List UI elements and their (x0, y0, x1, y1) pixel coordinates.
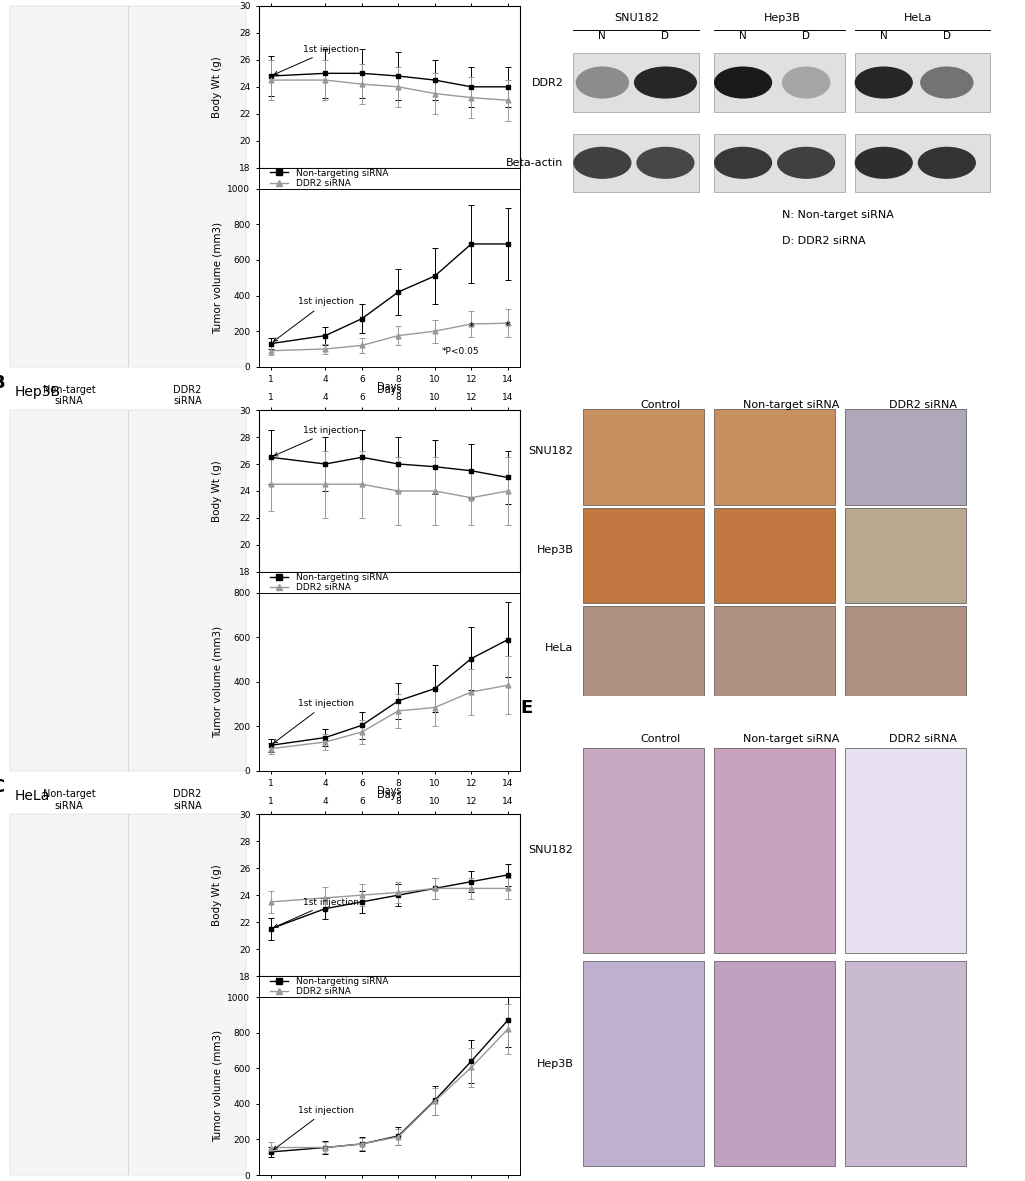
Legend: Non-targeting siRNA, DDR2 siRNA: Non-targeting siRNA, DDR2 siRNA (269, 976, 390, 998)
Text: DDR2
siRNA: DDR2 siRNA (173, 789, 202, 810)
Ellipse shape (714, 66, 772, 98)
Text: E: E (520, 699, 532, 717)
Bar (845, 606, 967, 702)
Text: Hep3B: Hep3B (536, 1059, 573, 1069)
X-axis label: Days: Days (377, 787, 402, 796)
Text: DDR2
siRNA: DDR2 siRNA (173, 385, 202, 406)
Text: D: DDR2 siRNA: D: DDR2 siRNA (782, 236, 865, 246)
Ellipse shape (633, 66, 697, 98)
Bar (714, 606, 835, 702)
Text: Hep3B: Hep3B (15, 385, 62, 399)
Text: D: D (803, 32, 810, 41)
Text: 1st injection: 1st injection (274, 699, 354, 743)
Text: Hep3B: Hep3B (764, 13, 801, 24)
Text: D: D (661, 32, 669, 41)
X-axis label: Days: Days (377, 385, 402, 396)
Text: N: Non-target siRNA: N: Non-target siRNA (782, 210, 894, 220)
Bar (583, 508, 704, 603)
Ellipse shape (917, 146, 976, 178)
Ellipse shape (855, 146, 913, 178)
Text: Hep3B: Hep3B (536, 544, 573, 555)
Bar (583, 748, 704, 953)
Bar (714, 508, 835, 603)
Text: Non-target
siRNA: Non-target siRNA (43, 385, 95, 406)
Text: 1st injection: 1st injection (274, 298, 354, 341)
Ellipse shape (920, 66, 974, 98)
Y-axis label: Tumor volume (mm3): Tumor volume (mm3) (212, 626, 222, 738)
X-axis label: Days: Days (377, 381, 402, 392)
Ellipse shape (573, 146, 631, 178)
Text: *P<0.05: *P<0.05 (442, 347, 479, 357)
Text: HeLa: HeLa (15, 789, 50, 803)
Text: D: D (943, 32, 951, 41)
Y-axis label: Body Wt (g): Body Wt (g) (212, 56, 222, 118)
Bar (714, 748, 835, 953)
Ellipse shape (637, 146, 695, 178)
Bar (845, 961, 967, 1166)
Ellipse shape (576, 66, 629, 98)
Text: SNU182: SNU182 (529, 446, 573, 456)
Bar (714, 133, 845, 193)
Legend: Non-targeting siRNA, DDR2 siRNA: Non-targeting siRNA, DDR2 siRNA (269, 167, 390, 190)
Y-axis label: Body Wt (g): Body Wt (g) (212, 461, 222, 522)
Text: DDR2 siRNA: DDR2 siRNA (889, 400, 956, 410)
Text: 1st injection: 1st injection (274, 898, 360, 927)
Y-axis label: Tumor volume (mm3): Tumor volume (mm3) (212, 1030, 222, 1142)
Text: HeLa: HeLa (545, 644, 573, 653)
Ellipse shape (855, 66, 913, 98)
Text: Beta-actin: Beta-actin (506, 158, 564, 168)
Bar (714, 961, 835, 1166)
Legend: Non-targeting siRNA, DDR2 siRNA: Non-targeting siRNA, DDR2 siRNA (269, 570, 390, 594)
Y-axis label: Tumor volume (mm3): Tumor volume (mm3) (212, 222, 222, 334)
Text: DDR2: DDR2 (532, 78, 564, 87)
Bar (714, 410, 835, 504)
Text: N: N (599, 32, 606, 41)
Bar (845, 748, 967, 953)
Text: SNU182: SNU182 (614, 13, 659, 24)
Bar (583, 606, 704, 702)
Bar (845, 508, 967, 603)
Text: Non-target siRNA: Non-target siRNA (743, 735, 839, 744)
Text: N: N (879, 32, 888, 41)
Y-axis label: Body Wt (g): Body Wt (g) (212, 864, 222, 926)
Text: 1st injection: 1st injection (274, 426, 360, 456)
Text: DDR2 siRNA: DDR2 siRNA (889, 735, 956, 744)
Text: Control: Control (641, 400, 681, 410)
Ellipse shape (782, 66, 830, 98)
Bar (583, 961, 704, 1166)
Bar (855, 133, 990, 193)
Ellipse shape (777, 146, 835, 178)
Text: Control: Control (641, 735, 681, 744)
Text: Non-target siRNA: Non-target siRNA (743, 400, 839, 410)
Bar (855, 53, 990, 112)
Bar (583, 410, 704, 504)
Text: HeLa: HeLa (903, 13, 932, 24)
Ellipse shape (714, 146, 772, 178)
Text: 1st injection: 1st injection (274, 1105, 354, 1149)
Text: SNU182: SNU182 (529, 846, 573, 855)
Text: B: B (0, 374, 5, 392)
Text: *: * (468, 322, 475, 332)
Bar (573, 53, 699, 112)
Text: Non-target
siRNA: Non-target siRNA (43, 789, 95, 810)
Bar (845, 410, 967, 504)
Text: C: C (0, 778, 5, 796)
X-axis label: Days: Days (377, 790, 402, 800)
Bar (714, 53, 845, 112)
Text: *: * (505, 321, 510, 332)
Text: 1st injection: 1st injection (274, 45, 360, 74)
Bar (573, 133, 699, 193)
Text: N: N (739, 32, 747, 41)
